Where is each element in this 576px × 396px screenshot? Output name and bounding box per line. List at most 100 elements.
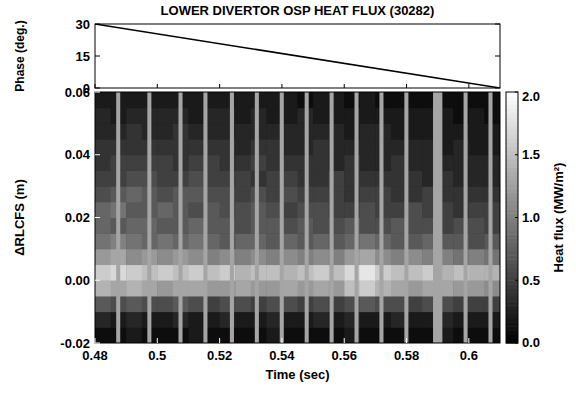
cell <box>360 139 376 155</box>
colorbar-swatch <box>506 243 518 248</box>
cell <box>313 296 329 312</box>
cell <box>126 108 142 124</box>
cell <box>407 327 423 343</box>
colorbar-title: Heat flux (MW/m²) <box>551 163 566 273</box>
cell <box>95 170 111 186</box>
colorbar-swatch <box>506 318 518 323</box>
colorbar-swatch <box>506 134 518 139</box>
cell <box>313 312 329 328</box>
cell <box>282 280 298 296</box>
cell <box>126 202 142 218</box>
cell <box>235 123 251 139</box>
cell <box>95 280 111 296</box>
colorbar-swatch <box>506 142 518 147</box>
plot-ground <box>95 92 500 343</box>
tick-label: 0.06 <box>65 85 90 100</box>
tick <box>157 84 158 88</box>
colorbar-swatch <box>506 280 518 285</box>
colorbar-swatch <box>506 264 518 269</box>
cell <box>95 265 111 281</box>
cell <box>282 108 298 124</box>
colorbar-swatch <box>506 130 518 135</box>
cell <box>282 139 298 155</box>
tick-label: 0.6 <box>460 348 478 363</box>
colorbar-swatch <box>506 272 518 277</box>
phase-plot <box>95 24 500 88</box>
cell <box>126 139 142 155</box>
cell <box>126 327 142 343</box>
cell <box>95 312 111 328</box>
cell <box>126 155 142 171</box>
cell <box>188 155 204 171</box>
cell <box>469 327 485 343</box>
cell <box>313 218 329 234</box>
colorbar-swatch <box>506 222 518 227</box>
data-gap <box>305 92 309 343</box>
heatmap <box>95 92 500 343</box>
cell <box>235 327 251 343</box>
cell <box>313 280 329 296</box>
colorbar-swatch <box>506 192 518 197</box>
cell <box>157 92 173 108</box>
cell <box>313 249 329 265</box>
cell <box>188 186 204 202</box>
tick <box>406 338 407 343</box>
cell <box>407 139 423 155</box>
cell <box>360 108 376 124</box>
tick-label: 0.52 <box>207 348 232 363</box>
colorbar-swatch <box>506 310 518 315</box>
cell <box>95 233 111 249</box>
tick <box>95 280 100 281</box>
cell <box>407 296 423 312</box>
cell <box>313 92 329 108</box>
cell <box>282 233 298 249</box>
tick-label: 0.04 <box>65 147 91 162</box>
cell <box>126 265 142 281</box>
colorbar-swatch <box>506 284 518 289</box>
cell <box>126 92 142 108</box>
cell <box>235 296 251 312</box>
colorbar-tick <box>515 154 518 155</box>
data-gap <box>355 92 359 343</box>
cell <box>360 123 376 139</box>
tick <box>95 217 100 218</box>
tick <box>95 84 96 88</box>
colorbar-swatch <box>506 151 518 156</box>
cell <box>407 202 423 218</box>
tick <box>281 84 282 88</box>
cell <box>407 312 423 328</box>
tick <box>95 92 100 93</box>
colorbar-swatch <box>506 105 518 110</box>
cell <box>188 108 204 124</box>
cell <box>126 186 142 202</box>
cell <box>95 108 111 124</box>
colorbar-swatch <box>506 197 518 202</box>
cell <box>360 233 376 249</box>
cell <box>126 312 142 328</box>
cell <box>188 296 204 312</box>
cell <box>360 296 376 312</box>
cell <box>235 218 251 234</box>
data-gap <box>280 92 284 343</box>
cell <box>157 312 173 328</box>
cell <box>126 218 142 234</box>
cell <box>360 265 376 281</box>
colorbar-swatch <box>506 268 518 273</box>
cell <box>407 249 423 265</box>
cell <box>282 327 298 343</box>
colorbar-swatch <box>506 100 518 105</box>
cell <box>235 139 251 155</box>
colorbar-swatch <box>506 213 518 218</box>
tick <box>468 338 469 343</box>
colorbar-tick <box>515 92 518 93</box>
cell <box>95 327 111 343</box>
colorbar-swatch <box>506 121 518 126</box>
data-gap <box>404 92 408 343</box>
cell <box>360 170 376 186</box>
cell <box>282 296 298 312</box>
cell <box>313 186 329 202</box>
tick-label: 30 <box>76 17 90 32</box>
data-gap <box>116 92 120 343</box>
tick <box>95 88 100 89</box>
cell <box>235 202 251 218</box>
